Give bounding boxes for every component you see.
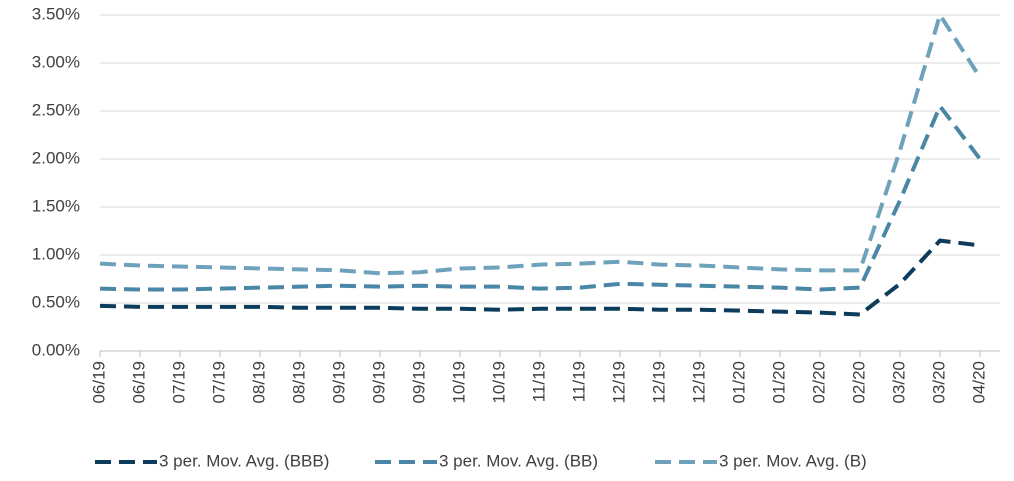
x-tick-label: 11/19 — [569, 361, 588, 402]
x-tick-label: 08/19 — [249, 361, 268, 404]
series-line — [99, 238, 981, 317]
x-tick-label: 09/19 — [329, 361, 348, 404]
x-tick-label: 12/19 — [689, 361, 708, 404]
x-tick-label: 10/19 — [489, 361, 508, 404]
y-tick-label: 1.50% — [32, 196, 80, 215]
y-tick-label: 1.00% — [32, 244, 80, 263]
x-tick-label: 09/19 — [369, 361, 388, 404]
legend-label: 3 per. Mov. Avg. (BBB) — [159, 451, 329, 470]
x-tick-label: 12/19 — [649, 361, 668, 404]
y-tick-label: 3.50% — [32, 4, 80, 23]
legend-label: 3 per. Mov. Avg. (B) — [719, 451, 867, 470]
x-tick-label: 03/20 — [889, 361, 908, 404]
x-tick-label: 07/19 — [169, 361, 188, 404]
y-tick-label: 3.00% — [32, 52, 80, 71]
y-tick-label: 0.00% — [32, 340, 80, 359]
x-tick-label: 03/20 — [929, 361, 948, 404]
x-tick-label: 09/19 — [409, 361, 428, 404]
x-tick-label: 04/20 — [969, 361, 988, 404]
legend-label: 3 per. Mov. Avg. (BB) — [439, 451, 598, 470]
x-tick-label: 01/20 — [729, 361, 748, 404]
x-tick-label: 02/20 — [849, 361, 868, 404]
y-tick-label: 0.50% — [32, 292, 80, 311]
x-tick-label: 07/19 — [209, 361, 228, 404]
series-line — [99, 102, 982, 292]
series-line — [99, 10, 982, 276]
y-tick-label: 2.00% — [32, 148, 80, 167]
x-tick-label: 02/20 — [809, 361, 828, 404]
x-tick-label: 06/19 — [89, 361, 108, 404]
x-tick-label: 01/20 — [769, 361, 788, 404]
x-tick-label: 12/19 — [609, 361, 628, 404]
y-tick-label: 2.50% — [32, 100, 80, 119]
x-tick-label: 11/19 — [529, 361, 548, 402]
x-tick-label: 08/19 — [289, 361, 308, 404]
x-tick-label: 06/19 — [129, 361, 148, 404]
x-tick-label: 10/19 — [449, 361, 468, 404]
